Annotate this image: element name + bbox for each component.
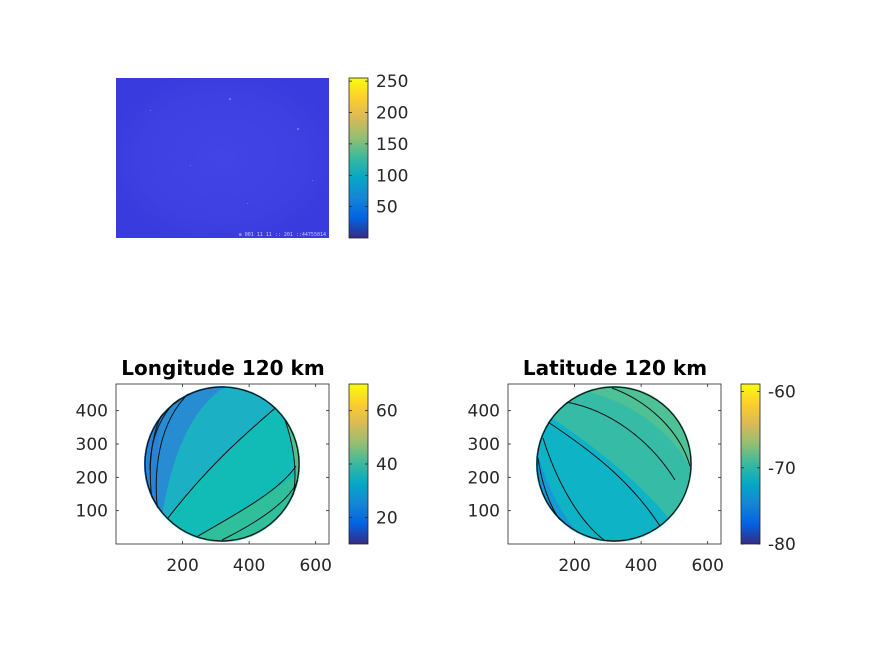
longitude-y-tick-label: 300 xyxy=(76,435,108,455)
longitude-y-tick-label: 200 xyxy=(76,468,108,488)
colorbar-raw-tick-label: 200 xyxy=(376,104,408,124)
latitude-disk xyxy=(536,386,692,542)
colorbar-longitude-tick-label: 60 xyxy=(376,402,398,422)
latitude-y-tick-label: 400 xyxy=(468,402,500,422)
colorbar-longitude: 20 40 60 xyxy=(348,383,398,545)
raw-image-specks xyxy=(150,98,313,204)
colorbar-raw: 50 100 150 200 250 xyxy=(348,72,408,239)
longitude-panel: Longitude 120 km 200 400 600 100 200 300 400 xyxy=(76,356,398,576)
raw-image xyxy=(116,78,329,238)
latitude-y-tick-label: 300 xyxy=(468,435,500,455)
latitude-x-tick-label: 400 xyxy=(625,556,657,576)
latitude-panel: Latitude 120 km 200 400 600 100 200 300 400 -6… xyxy=(468,356,796,576)
colorbar-latitude-tick-label: -80 xyxy=(768,535,796,555)
colorbar-latitude-gradient xyxy=(740,383,761,545)
colorbar-raw-tick-label: 250 xyxy=(376,72,408,92)
colorbar-latitude-tick-label: -70 xyxy=(768,459,796,479)
longitude-x-tick-label: 600 xyxy=(299,556,331,576)
colorbar-raw-tick-label: 50 xyxy=(376,198,398,218)
raw-image-panel: ⊕ 001 11 11 :: 201 ::44755014 50 100 150 20… xyxy=(116,72,408,239)
colorbar-raw-tick-label: 100 xyxy=(376,166,408,186)
colorbar-longitude-tick-label: 20 xyxy=(376,508,398,528)
latitude-x-tick-label: 200 xyxy=(558,556,590,576)
latitude-x-tick-label: 600 xyxy=(691,556,723,576)
latitude-title: Latitude 120 km xyxy=(523,356,707,380)
longitude-y-tick-label: 100 xyxy=(76,502,108,522)
longitude-band-nw xyxy=(144,386,230,542)
latitude-y-tick-label: 100 xyxy=(468,502,500,522)
colorbar-latitude-tick-label: -60 xyxy=(768,383,796,403)
longitude-y-tick-label: 400 xyxy=(76,402,108,422)
latitude-y-tick-label: 200 xyxy=(468,468,500,488)
colorbar-latitude: -60 -70 -80 xyxy=(740,383,796,555)
longitude-title: Longitude 120 km xyxy=(121,356,324,380)
longitude-x-tick-label: 200 xyxy=(166,556,198,576)
colorbar-longitude-tick-label: 40 xyxy=(376,455,398,475)
longitude-x-tick-label: 400 xyxy=(233,556,265,576)
latitude-band-cyan xyxy=(536,410,672,542)
raw-image-annotation: ⊕ 001 11 11 :: 201 ::44755014 xyxy=(239,232,326,238)
colorbar-raw-gradient xyxy=(348,77,369,239)
colorbar-raw-tick-label: 150 xyxy=(376,135,408,155)
